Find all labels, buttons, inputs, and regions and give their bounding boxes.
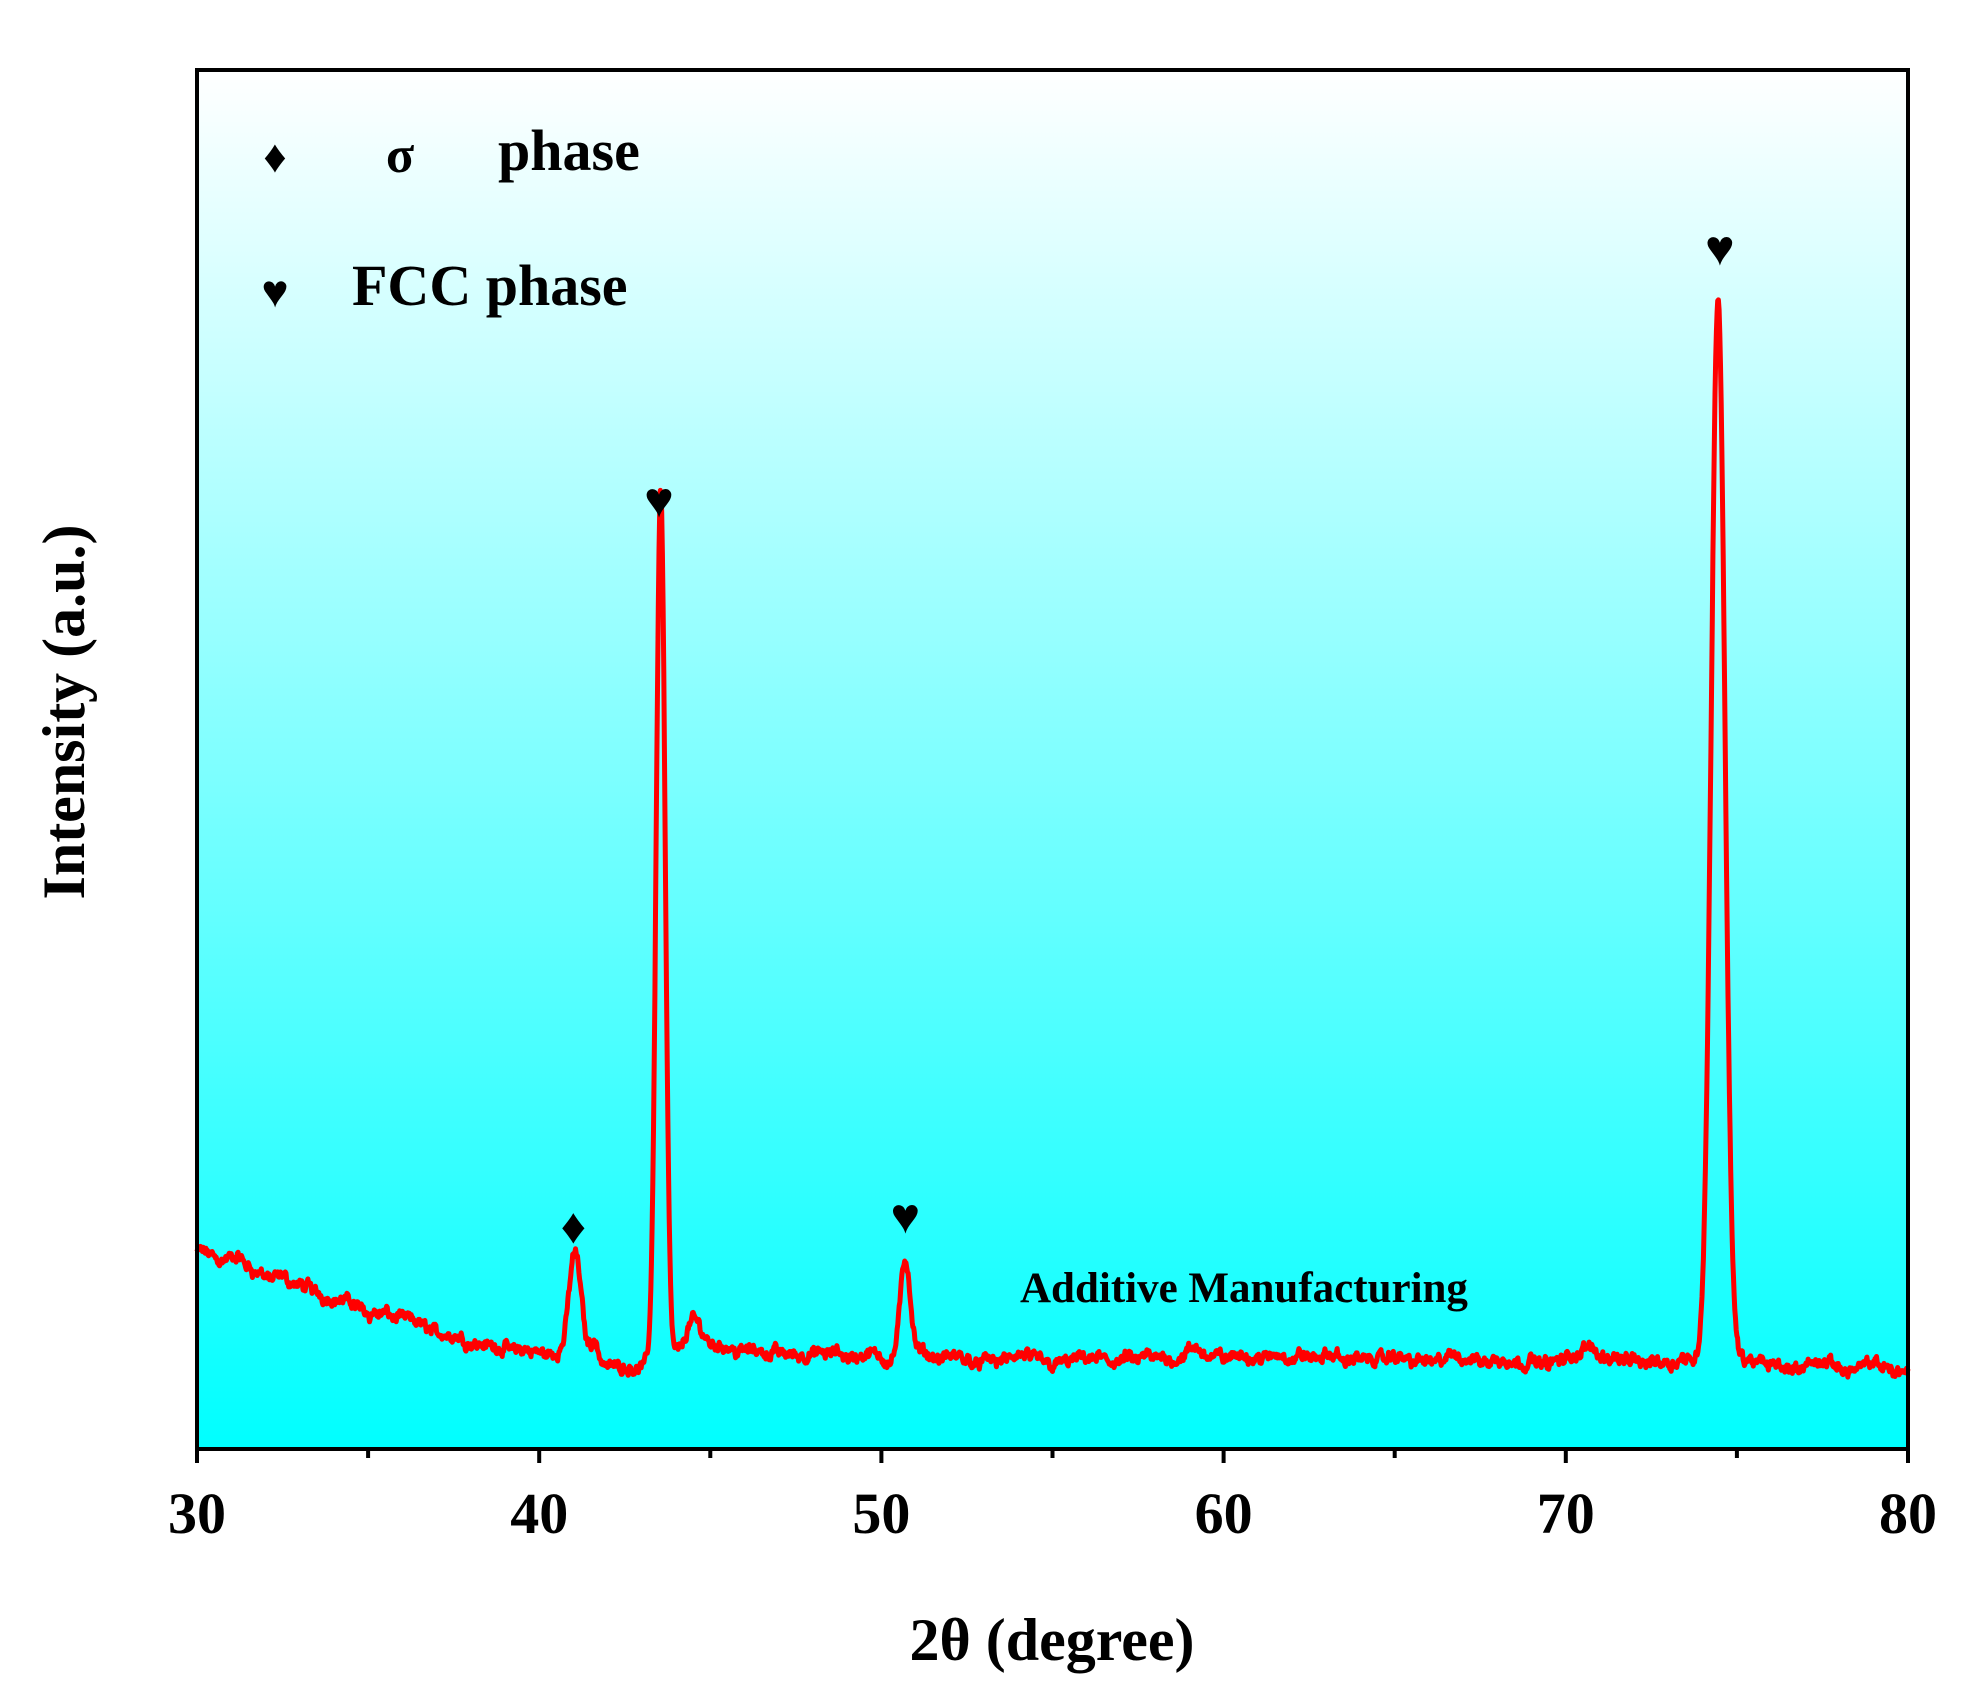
- legend-heart-icon: ♥: [261, 266, 288, 317]
- x-axis-ticks: [195, 1449, 1910, 1463]
- x-axis-label: 2θ (degree): [909, 1607, 1194, 1673]
- x-tick-label: 50: [852, 1481, 910, 1546]
- y-axis-label: Intensity (a.u.): [31, 524, 97, 899]
- legend-sigma-symbol: σ: [386, 127, 414, 184]
- x-tick-label: 80: [1879, 1481, 1937, 1546]
- legend: ♦ σ phase ♥ FCC phase: [261, 118, 639, 318]
- legend-fcc-label: FCC phase: [352, 253, 628, 318]
- legend-diamond-icon: ♦: [263, 131, 286, 182]
- x-tick-label: 40: [510, 1481, 568, 1546]
- sigma-peak-diamond-icon: ♦: [561, 1198, 587, 1254]
- series-line-additive-manufacturing: [194, 297, 1911, 1380]
- peak-markers: ♦ ♥ ♥ ♥: [561, 220, 1735, 1254]
- fcc-peak-heart-icon: ♥: [644, 472, 674, 528]
- x-axis-tick-labels: 30 40 50 60 70 80: [168, 1481, 1937, 1546]
- series-annotation: Additive Manufacturing: [1020, 1265, 1468, 1312]
- plot-frame: [195, 68, 1910, 1451]
- fcc-peak-heart-icon: ♥: [891, 1188, 921, 1244]
- x-tick-label: 60: [1195, 1481, 1253, 1546]
- fcc-peak-heart-icon: ♥: [1705, 220, 1735, 276]
- x-tick-label: 70: [1537, 1481, 1595, 1546]
- x-tick-label: 30: [168, 1481, 226, 1546]
- plot-area: [197, 70, 1908, 1449]
- legend-sigma-label: phase: [498, 118, 640, 183]
